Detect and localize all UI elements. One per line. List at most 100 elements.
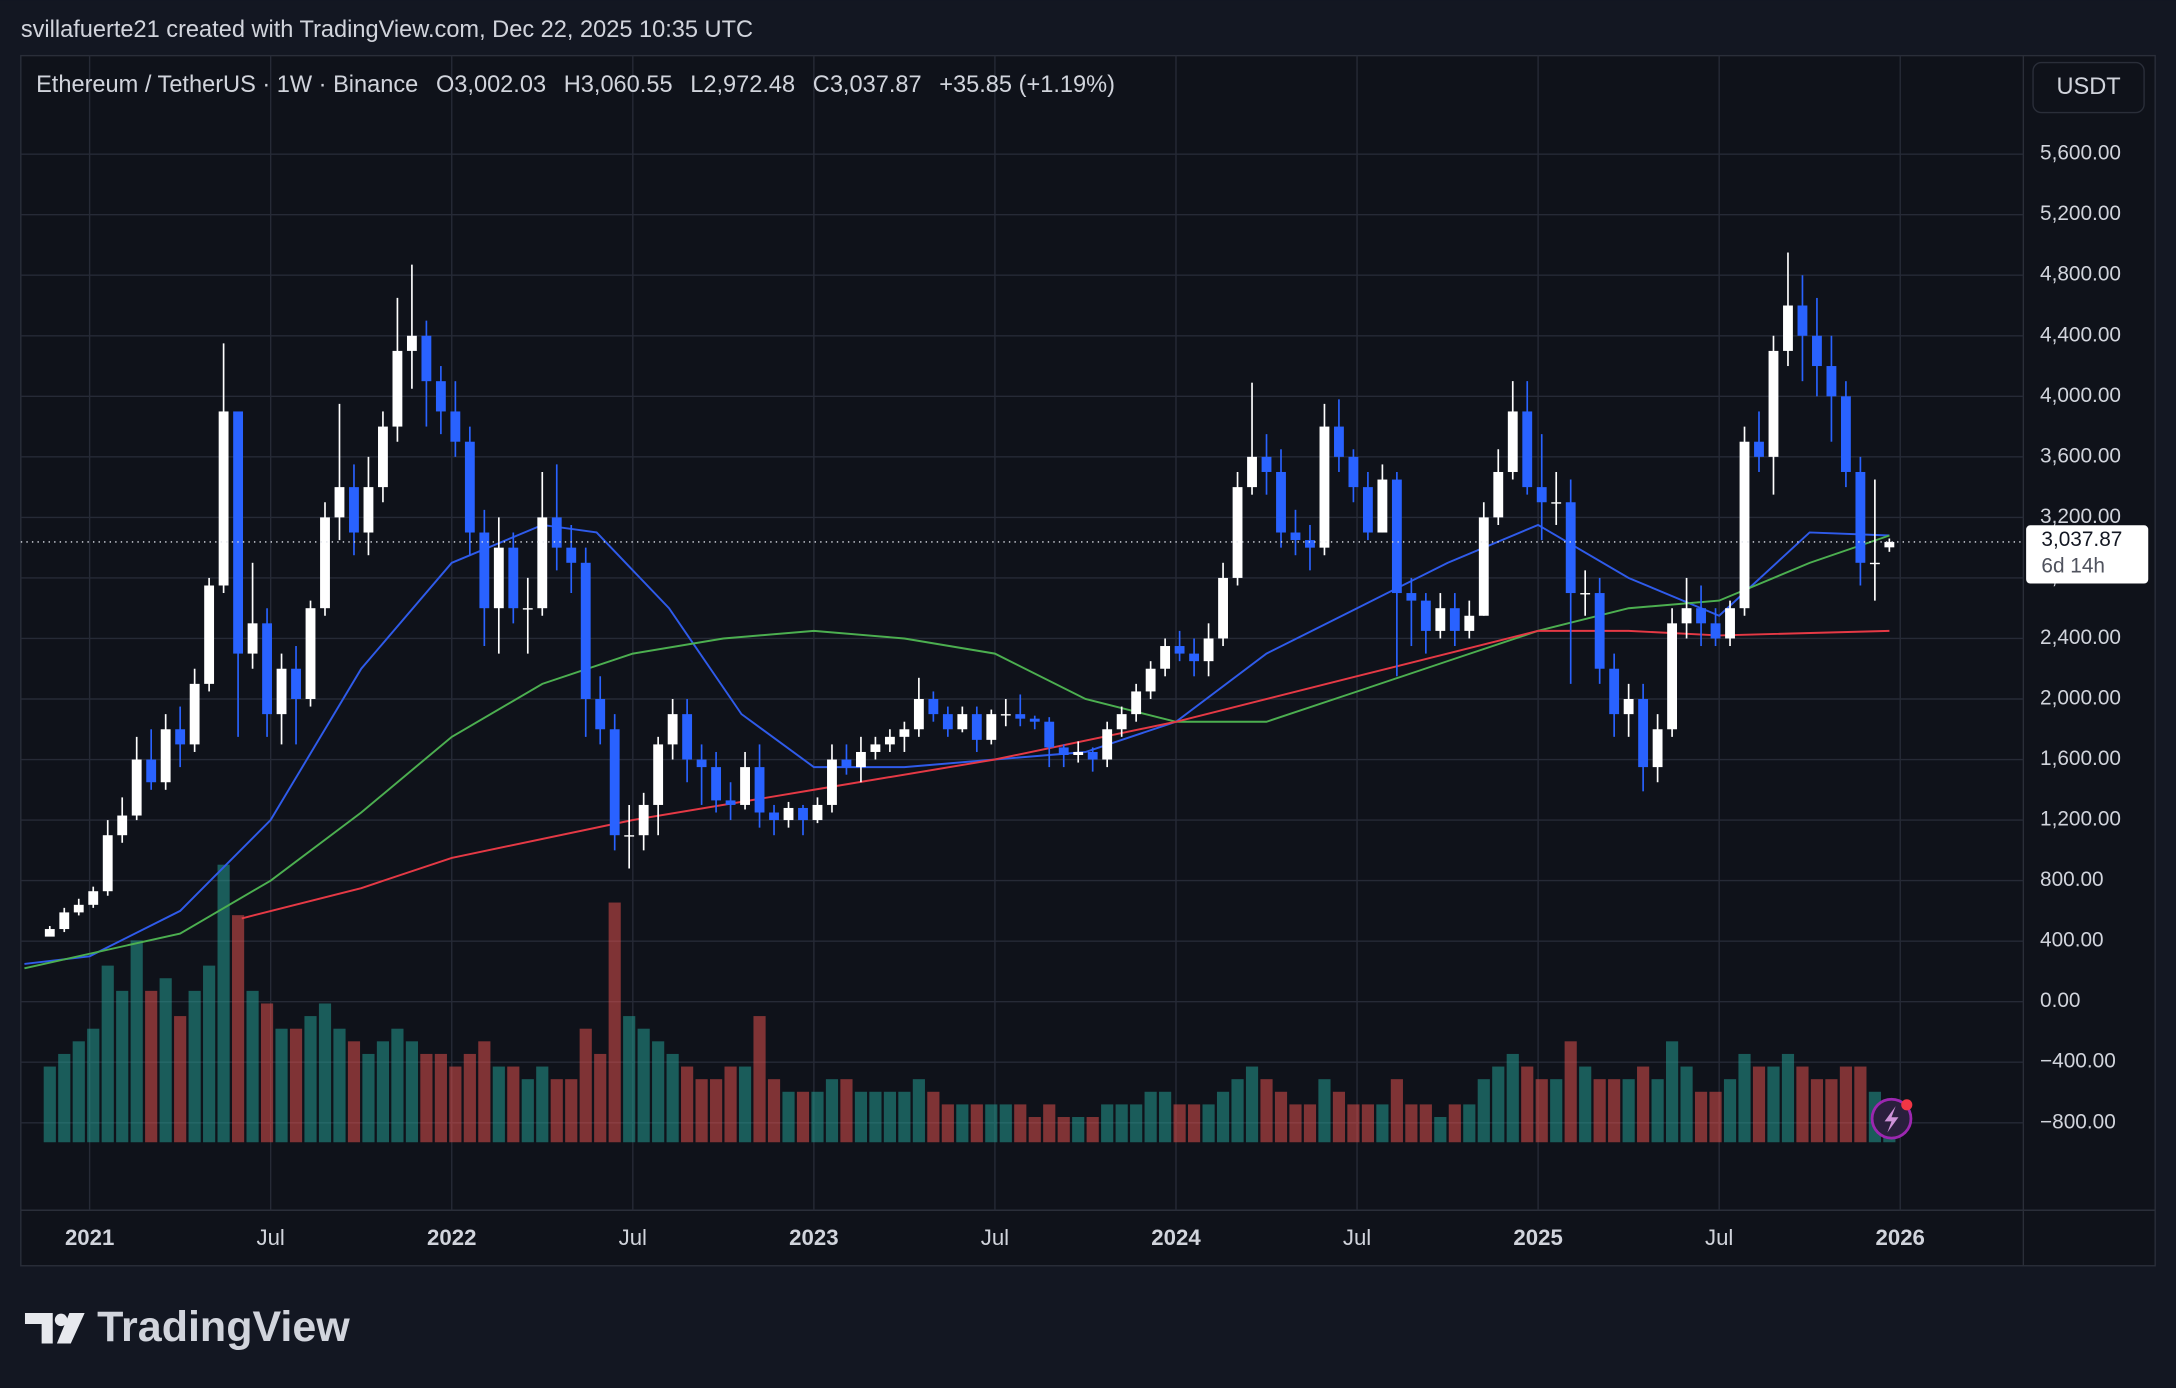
volume-bar: [695, 1079, 708, 1143]
volume-bar: [376, 1041, 390, 1143]
volume-bar: [347, 1041, 361, 1143]
candle-body: [1189, 653, 1200, 662]
candle-body: [1638, 699, 1649, 768]
alert-bolt[interactable]: [1884, 1106, 1899, 1133]
volume-bar: [1796, 1066, 1809, 1143]
volume-bar: [565, 1079, 578, 1143]
candle-body: [986, 714, 997, 740]
candle-body: [247, 623, 258, 654]
candle-body: [798, 807, 808, 821]
volume-bar: [1492, 1066, 1505, 1143]
volume-bar: [811, 1091, 824, 1143]
candle-body: [522, 608, 533, 610]
volume-bar: [666, 1053, 679, 1143]
candle-body: [378, 426, 388, 488]
candle-body: [1551, 502, 1562, 504]
candle-body: [44, 929, 55, 937]
y-tick-label: 1,200.00: [2040, 808, 2121, 831]
volume-bar: [1376, 1104, 1389, 1143]
volume-bar: [1535, 1079, 1548, 1143]
countdown: 6d 14h: [2041, 554, 2105, 577]
volume-bar: [1216, 1091, 1230, 1143]
volume-bar: [260, 1003, 274, 1143]
volume-bar: [883, 1091, 896, 1143]
candle-body: [1768, 350, 1779, 457]
candle-body: [406, 335, 417, 351]
volume-bar: [362, 1053, 375, 1143]
y-tick-label: 3,200.00: [2040, 505, 2121, 528]
candle-body: [1710, 623, 1721, 639]
legend: Ethereum / TetherUS · 1W · Binance O3,00…: [36, 71, 1115, 97]
volume-bar: [912, 1079, 925, 1143]
volume-bar: [1651, 1079, 1664, 1143]
volume-bar: [275, 1028, 288, 1143]
volume-bar: [898, 1091, 911, 1143]
currency-button[interactable]: [2032, 61, 2145, 114]
candle-body: [769, 812, 779, 821]
x-tick-label: 2022: [427, 1225, 476, 1250]
candle-body: [856, 751, 866, 768]
volume-bar: [188, 990, 201, 1143]
volume-bar: [203, 965, 216, 1143]
y-tick-label: 2,000.00: [2040, 687, 2121, 710]
candle-body: [1464, 615, 1475, 631]
candle-body: [160, 729, 171, 783]
candle-body: [537, 517, 548, 609]
candle-body: [696, 759, 707, 768]
volume-bar: [825, 1079, 839, 1143]
volume-bar: [594, 1053, 607, 1143]
candle-body: [754, 767, 765, 813]
volume-bar: [116, 990, 129, 1143]
candle-body: [841, 759, 852, 768]
volume-bar: [1550, 1079, 1563, 1143]
y-tick-label: 400.00: [2040, 929, 2104, 952]
volume-bar: [550, 1079, 563, 1143]
volume-bar: [72, 1041, 85, 1143]
candle-body: [1391, 479, 1402, 594]
logo-dot: [54, 1313, 68, 1327]
candle-body: [1247, 456, 1257, 488]
volume-bar: [840, 1079, 853, 1143]
candle-body: [1319, 426, 1330, 548]
volume-bar: [1839, 1066, 1852, 1143]
volume-bar: [999, 1104, 1012, 1143]
candle-body: [291, 668, 301, 700]
candle-body: [1507, 411, 1518, 472]
candle-body: [1797, 305, 1808, 336]
candle-body: [884, 736, 895, 745]
alert-icon[interactable]: [1870, 1097, 1913, 1140]
volume-bar: [304, 1016, 317, 1143]
volume-bar: [1506, 1053, 1519, 1143]
candle-body: [1174, 646, 1185, 654]
candle-body: [1044, 721, 1055, 748]
volume-bar: [1202, 1104, 1215, 1143]
candle-body: [189, 683, 200, 745]
candle-body: [1681, 608, 1692, 624]
currency[interactable]: USDT: [2056, 73, 2120, 99]
alert-badge[interactable]: [1901, 1099, 1913, 1111]
candle-body: [1276, 471, 1286, 533]
candle-body: [233, 411, 244, 654]
volume-bar: [927, 1091, 940, 1143]
volume-bar: [1419, 1104, 1432, 1143]
volume-bar: [246, 990, 259, 1143]
candle-body: [1725, 608, 1735, 639]
last-price-tag: [2026, 525, 2149, 584]
candle-body: [870, 744, 881, 752]
y-tick-label: 2,400.00: [2040, 626, 2121, 649]
candle-body: [580, 562, 591, 700]
candle-body: [595, 699, 606, 730]
volume-bar: [130, 940, 143, 1143]
volume-bar: [1144, 1091, 1157, 1143]
volume-bar: [434, 1053, 447, 1143]
candle-body: [1449, 608, 1460, 631]
candle-body: [1420, 600, 1431, 631]
candle-body: [262, 623, 272, 715]
candle-body: [1812, 335, 1822, 367]
candle-body: [1290, 532, 1301, 541]
volume-bar: [1781, 1053, 1795, 1143]
volume-bar: [869, 1091, 882, 1143]
y-tick-label: 4,000.00: [2040, 384, 2121, 407]
x-tick-label: 2026: [1876, 1225, 1925, 1250]
candle-body: [117, 815, 128, 836]
